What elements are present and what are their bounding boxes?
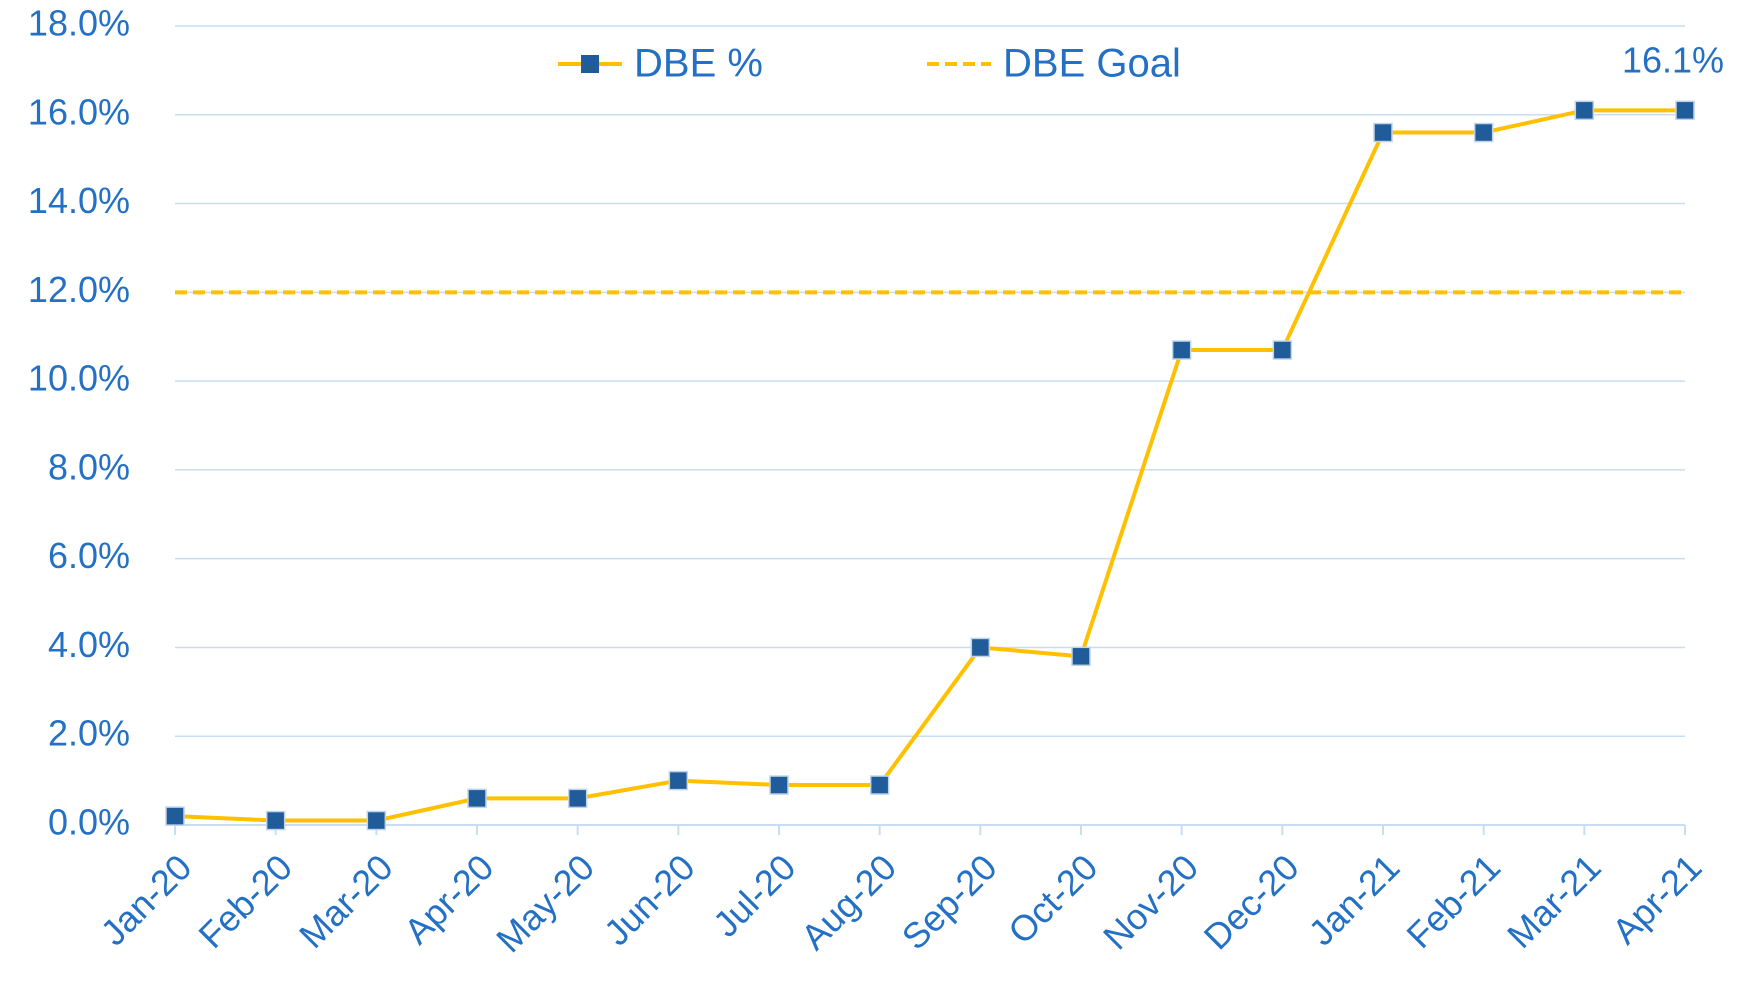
marker — [1473, 122, 1494, 143]
y-tick-label: 16.0% — [28, 91, 130, 132]
marker — [1272, 340, 1293, 360]
x-tick-label: Jan-21 — [1301, 846, 1408, 953]
x-tick-label: Jun-20 — [596, 846, 703, 953]
legend-label: DBE Goal — [1003, 42, 1181, 86]
x-tick-label: May-20 — [488, 846, 602, 960]
x-tick-label: Dec-20 — [1196, 846, 1307, 957]
marker — [668, 770, 689, 791]
x-tick-label: Jan-20 — [93, 846, 200, 953]
x-tick-label: Apr-21 — [1604, 846, 1709, 951]
legend-marker — [581, 55, 599, 73]
x-tick-label: Nov-20 — [1095, 846, 1206, 957]
marker — [1171, 340, 1192, 360]
marker — [165, 806, 185, 826]
marker — [1071, 646, 1091, 667]
y-tick-label: 4.0% — [48, 624, 130, 665]
marker — [1574, 100, 1595, 121]
x-tick-label: Jul-20 — [705, 846, 803, 944]
marker — [265, 810, 286, 831]
y-tick-label: 14.0% — [28, 180, 130, 221]
x-tick-label: Mar-20 — [291, 846, 401, 956]
x-tick-label: Apr-20 — [396, 846, 501, 951]
x-tick-label: Mar-21 — [1499, 846, 1609, 956]
x-tick-label: Oct-20 — [1000, 846, 1105, 951]
y-tick-label: 6.0% — [48, 535, 130, 576]
legend-label: DBE % — [634, 42, 763, 86]
y-tick-label: 12.0% — [28, 269, 130, 310]
marker — [769, 775, 789, 795]
x-tick-label: Aug-20 — [793, 846, 904, 957]
marker — [467, 788, 487, 809]
x-tick-label: Feb-21 — [1398, 846, 1508, 956]
x-tick-label: Feb-20 — [190, 846, 300, 956]
marker — [567, 788, 588, 809]
data-label: 16.1% — [1622, 40, 1724, 81]
marker — [1675, 100, 1695, 121]
y-tick-label: 10.0% — [28, 358, 130, 399]
series-line — [174, 108, 1685, 823]
marker — [869, 775, 890, 795]
y-tick-label: 2.0% — [48, 713, 130, 754]
y-tick-label: 18.0% — [28, 3, 130, 44]
marker — [970, 637, 991, 658]
y-tick-label: 0.0% — [48, 802, 130, 843]
marker — [1373, 122, 1393, 143]
y-tick-label: 8.0% — [48, 446, 130, 487]
x-tick-label: Sep-20 — [894, 846, 1005, 957]
marker — [366, 810, 387, 831]
